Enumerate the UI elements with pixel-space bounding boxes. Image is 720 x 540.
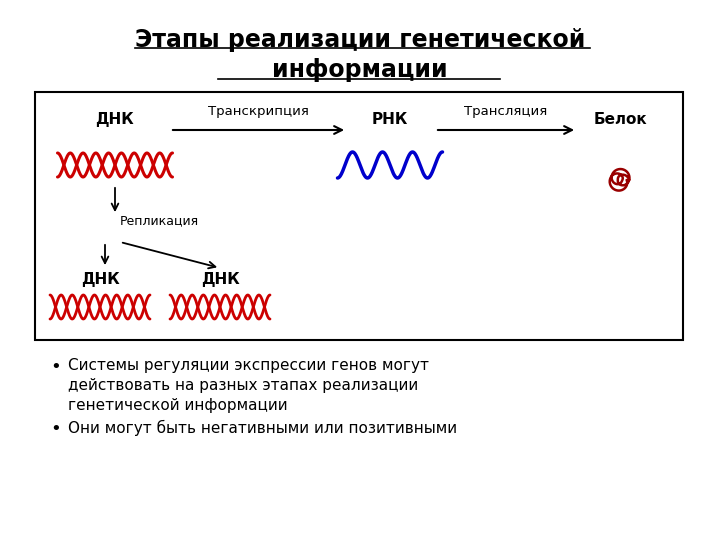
Bar <box>35 92 683 340</box>
Text: генетической информации: генетической информации <box>68 398 287 413</box>
Text: РНК: РНК <box>372 112 408 127</box>
Text: Белок: Белок <box>593 112 647 127</box>
Text: •: • <box>50 420 60 438</box>
Text: ДНК: ДНК <box>201 272 239 287</box>
Text: Системы регуляции экспрессии генов могут: Системы регуляции экспрессии генов могут <box>68 358 429 373</box>
Text: Транскрипция: Транскрипция <box>207 105 308 118</box>
Text: информации: информации <box>272 58 448 82</box>
Text: Этапы реализации генетической: Этапы реализации генетической <box>135 28 585 52</box>
Text: Они могут быть негативными или позитивными: Они могут быть негативными или позитивны… <box>68 420 457 436</box>
Text: Репликация: Репликация <box>120 214 199 227</box>
Text: ДНК: ДНК <box>96 112 135 127</box>
Text: •: • <box>50 358 60 376</box>
Text: ДНК: ДНК <box>81 272 120 287</box>
Text: действовать на разных этапах реализации: действовать на разных этапах реализации <box>68 378 418 393</box>
Text: Трансляция: Трансляция <box>464 105 548 118</box>
